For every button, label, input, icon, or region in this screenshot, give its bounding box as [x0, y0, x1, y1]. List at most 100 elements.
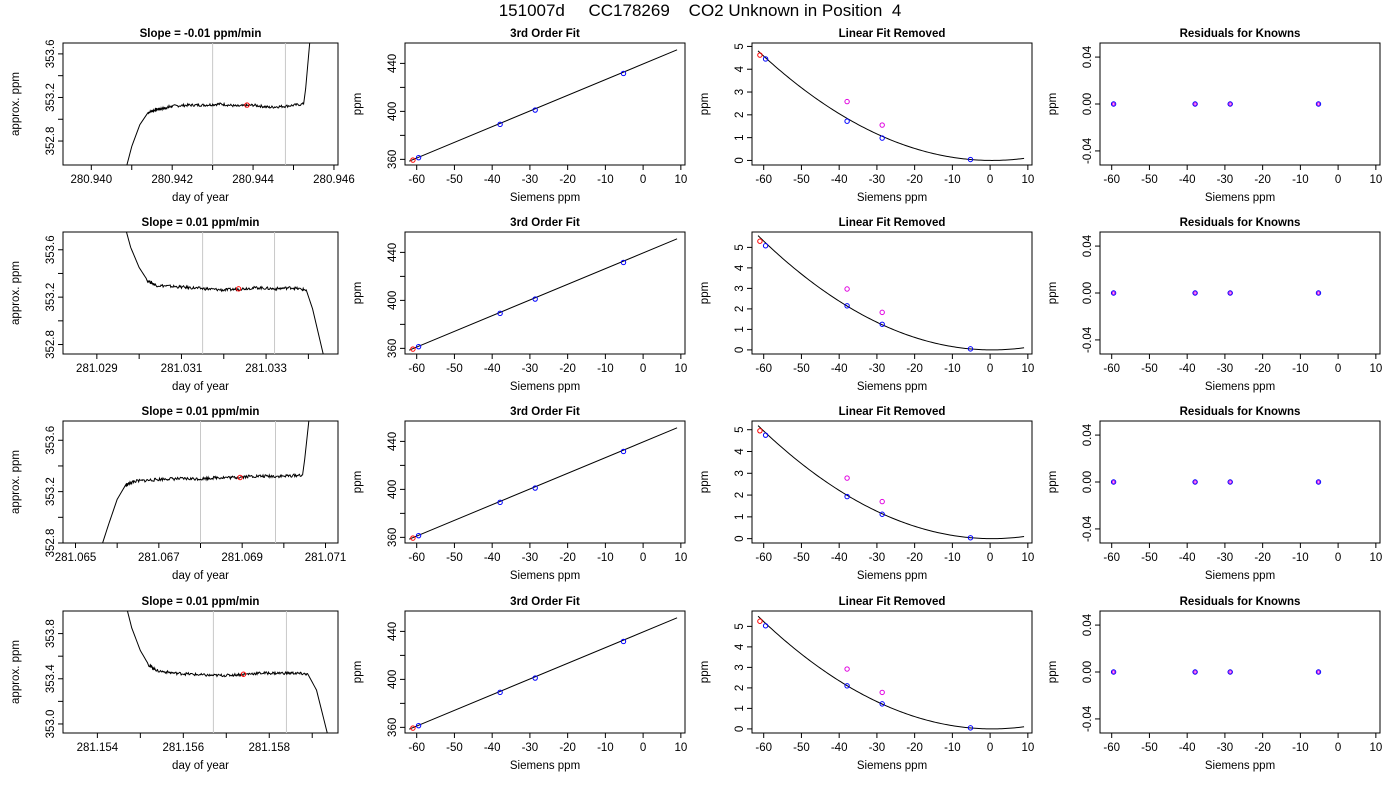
x-tick-label: -10: [597, 363, 614, 375]
known-point: [415, 343, 422, 350]
known-point: [844, 493, 850, 500]
known-point: [879, 701, 885, 707]
x-tick-label: -30: [869, 174, 886, 186]
y-tick-label: 353.0: [45, 710, 57, 739]
y-tick-label: 440: [387, 432, 399, 451]
x-axis-label: Siemens ppm: [1205, 570, 1275, 582]
plot-area: [1110, 290, 1322, 296]
x-tick-label: -60: [408, 174, 425, 186]
magenta-point: [879, 689, 885, 696]
known-point: [532, 675, 538, 681]
x-tick-label: -20: [559, 174, 576, 186]
y-tick-label: 0: [734, 157, 746, 163]
x-axis-label: Siemens ppm: [857, 192, 927, 204]
y-axis-label: ppm: [352, 93, 364, 115]
panel-r1c3: Linear Fit Removed -60 -50 -40 -30 -20 -10 0 10 0…: [699, 28, 1034, 204]
plot-frame: [62, 610, 339, 734]
residual-point-inner: [1193, 102, 1197, 106]
x-tick-label: 0: [987, 742, 993, 754]
panel-title: Linear Fit Removed: [839, 28, 946, 40]
plot-area: [408, 238, 678, 352]
y-axis-label: ppm: [352, 471, 364, 493]
y-tick-label: 3: [734, 470, 746, 476]
plot-frame: [404, 420, 686, 544]
x-tick-label: -20: [906, 363, 923, 375]
panel-title: 3rd Order Fit: [510, 217, 580, 229]
panel-r4c1: Slope = 0.01 ppm/min 281.154 281.156 281.15…: [10, 596, 339, 772]
x-tick-label: 281.033: [245, 363, 287, 375]
residual-point-inner: [1228, 291, 1232, 295]
x-tick-label: 0: [987, 363, 993, 375]
y-tick-label: 440: [387, 243, 399, 262]
y-tick-label: -0.04: [1082, 326, 1094, 353]
y-tick-label: 1: [734, 705, 746, 711]
x-tick-label: 0: [1335, 174, 1341, 186]
known-point: [532, 107, 538, 113]
x-axis-label: Siemens ppm: [1205, 381, 1275, 393]
x-tick-label: 281.029: [76, 363, 118, 375]
plot-frame: [751, 231, 1033, 355]
x-tick-label: -50: [446, 174, 463, 186]
y-axis-label: ppm: [1047, 661, 1059, 683]
y-tick-label: 440: [387, 54, 399, 73]
panel-r4c3: Linear Fit Removed -60 -50 -40 -30 -20 -10 0 10 0…: [699, 596, 1034, 772]
panel-title: Slope = -0.01 ppm/min: [140, 28, 262, 40]
x-tick-label: -40: [831, 742, 848, 754]
magenta-point: [844, 666, 850, 672]
y-tick-label: 360: [387, 528, 399, 547]
panel-title: 3rd Order Fit: [510, 28, 580, 40]
y-tick-label: 2: [734, 112, 746, 118]
fit-line: [408, 617, 678, 730]
panel-title: Residuals for Knowns: [1180, 28, 1301, 40]
plot-frame: [751, 42, 1033, 166]
x-axis-label: Siemens ppm: [510, 381, 580, 393]
x-tick-label: -60: [408, 552, 425, 564]
known-point: [532, 296, 538, 302]
unknown-point: [757, 618, 763, 624]
x-tick-label: -30: [522, 742, 539, 754]
x-tick-label: -50: [1141, 742, 1158, 754]
x-tick-label: -10: [597, 552, 614, 564]
y-tick-label: 5: [734, 43, 746, 49]
fit-curve: [757, 425, 1025, 540]
known-point: [967, 725, 974, 731]
known-point: [967, 346, 974, 352]
plot-frame: [1099, 42, 1381, 166]
residual-point: [1110, 101, 1117, 107]
residual-point: [1227, 290, 1233, 296]
y-tick-label: 353.6: [45, 426, 57, 455]
x-tick-label: -40: [484, 552, 501, 564]
magenta-point: [844, 286, 850, 292]
known-point: [762, 623, 769, 629]
x-tick-label: 0: [640, 174, 646, 186]
y-axis-label: ppm: [699, 282, 711, 304]
x-tick-label: -10: [944, 552, 961, 564]
x-tick-label: -10: [944, 174, 961, 186]
plot-area: [408, 49, 678, 163]
unknown-point: [410, 535, 416, 541]
x-tick-label: 280.946: [313, 174, 355, 186]
x-tick-label: -60: [1103, 363, 1120, 375]
known-point: [415, 532, 422, 539]
x-tick-label: -40: [1179, 742, 1196, 754]
residual-point-inner: [1228, 480, 1232, 484]
magenta-point: [844, 475, 850, 481]
y-tick-label: 2: [734, 306, 746, 312]
unknown-point: [757, 52, 763, 58]
panel-title: Residuals for Knowns: [1180, 596, 1301, 608]
y-tick-label: 3: [734, 89, 746, 95]
y-axis-label: ppm: [352, 661, 364, 683]
x-tick-label: -60: [1103, 552, 1120, 564]
mean-point: [237, 474, 243, 481]
y-tick-label: 0: [734, 535, 746, 541]
known-point: [497, 499, 503, 506]
residual-point-inner: [1193, 670, 1197, 674]
panel-r3c3: Linear Fit Removed -60 -50 -40 -30 -20 -10 0 10 0…: [699, 406, 1034, 582]
y-tick-label: -0.04: [1082, 515, 1094, 542]
y-tick-label: 353.2: [45, 83, 57, 112]
residual-point-inner: [1316, 480, 1321, 484]
x-tick-label: -20: [1254, 363, 1271, 375]
residual-point-inner: [1111, 670, 1116, 674]
residual-point: [1110, 290, 1117, 296]
y-tick-label: 5: [734, 244, 746, 250]
